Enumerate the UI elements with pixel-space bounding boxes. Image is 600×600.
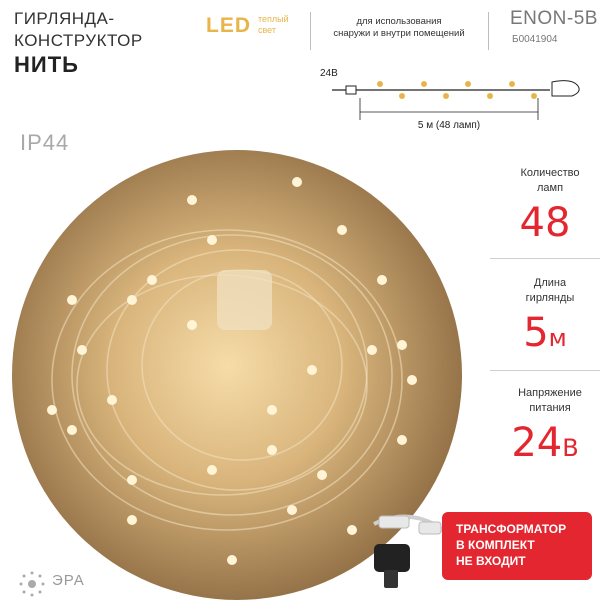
connector-in-photo — [217, 270, 272, 330]
header-divider-1 — [310, 12, 311, 50]
lamps-label-1: Количество — [520, 167, 580, 179]
warning-line-2: В КОМПЛЕКТ — [456, 538, 535, 552]
ip-rating: IP44 — [20, 130, 70, 155]
era-logo-icon — [19, 571, 45, 597]
warning-line-3: НЕ ВХОДИТ — [456, 554, 526, 568]
voltage-label: Напряжение питания — [500, 386, 600, 416]
lamps-count-label: Количество ламп — [500, 166, 600, 196]
length-label-2: гирлянды — [525, 292, 575, 304]
voltage-label-2: питания — [529, 402, 571, 414]
length-value: 5м — [490, 308, 600, 366]
product-name: НИТЬ — [14, 52, 79, 77]
header-divider-2 — [488, 12, 489, 50]
connector-left — [345, 85, 357, 95]
warning-line-1: ТРАНСФОРМАТОР — [456, 522, 567, 536]
length-unit: м — [548, 324, 567, 352]
warm-light-label: теплый свет — [258, 14, 289, 36]
voltage-number: 24 — [511, 420, 563, 466]
diagram-lamps — [377, 81, 537, 99]
voltage-value: 24В — [490, 418, 600, 476]
voltage-label-1: Напряжение — [518, 387, 582, 399]
lamps-label-2: ламп — [536, 182, 564, 194]
usage-text: для использования снаружи и внутри помещ… — [318, 16, 480, 40]
warm-line-2: свет — [258, 25, 277, 35]
spec-divider-1 — [490, 258, 600, 259]
product-type: ГИРЛЯНДА- КОНСТРУКТОР — [14, 8, 143, 52]
usage-line-2: снаружи и внутри помещений — [333, 28, 465, 39]
model-number: ENON-5B — [510, 8, 598, 29]
brand-name: ЭРА — [52, 572, 85, 589]
length-label-1: Длина — [533, 277, 567, 289]
diagram-length: 5 м (48 ламп) — [418, 120, 480, 130]
usage-line-1: для использования — [356, 16, 442, 27]
end-plug — [551, 80, 580, 97]
warm-line-1: теплый — [258, 14, 289, 24]
transformer-warning: ТРАНСФОРМАТОР В КОМПЛЕКТ НЕ ВХОДИТ — [442, 512, 592, 580]
diagram-voltage: 24В — [320, 68, 338, 79]
garland-photo-art — [47, 177, 417, 565]
title-line-1: ГИРЛЯНДА- — [14, 9, 115, 28]
title-line-2: КОНСТРУКТОР — [14, 31, 143, 50]
length-label: Длина гирлянды — [500, 276, 600, 306]
lamps-count-value: 48 — [519, 200, 571, 246]
garland-diagram: 24В 5 м (48 ламп) — [320, 68, 580, 130]
voltage-unit: В — [562, 434, 579, 462]
led-label: LED — [206, 14, 251, 37]
length-number: 5 — [523, 310, 549, 356]
sku-number: Б0041904 — [512, 34, 558, 45]
spec-divider-2 — [490, 370, 600, 371]
